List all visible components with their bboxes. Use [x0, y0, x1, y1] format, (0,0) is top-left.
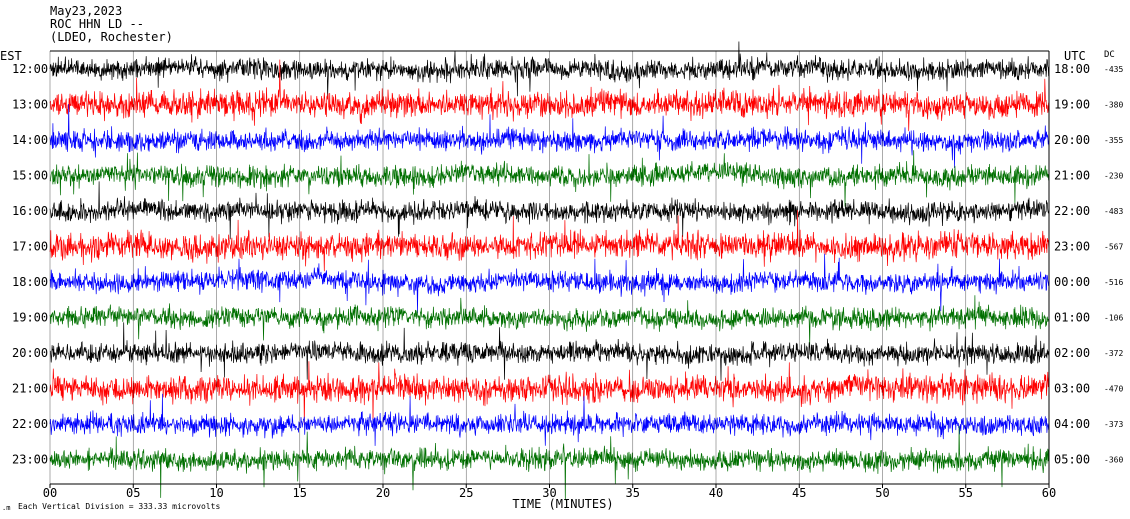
- x-tick-label: 55: [959, 486, 973, 500]
- x-tick-label: 05: [126, 486, 140, 500]
- dc-offset-label: -106: [1104, 314, 1123, 323]
- x-tick-label: 45: [792, 486, 806, 500]
- est-time-label: 23:00: [12, 453, 48, 467]
- footer-corner-mark: .m: [2, 504, 10, 512]
- station-location: (LDEO, Rochester): [50, 30, 173, 44]
- plot-date: May23,2023: [50, 4, 123, 18]
- utc-time-label: 21:00: [1054, 169, 1090, 183]
- footer-division-note: Each Vertical Division = 333.33 microvol…: [18, 502, 220, 511]
- est-time-label: 12:00: [12, 62, 48, 76]
- dc-offset-label: -355: [1104, 136, 1123, 145]
- x-tick-label: 00: [43, 486, 57, 500]
- x-tick-label: 40: [709, 486, 723, 500]
- est-time-label: 20:00: [12, 346, 48, 360]
- est-time-label: 19:00: [12, 311, 48, 325]
- dc-offset-label: -483: [1104, 207, 1123, 216]
- x-axis-ticks: 00 05 10 15 20 25 30 35 40 45 50 55 60: [43, 484, 1056, 500]
- x-tick-label: 15: [293, 486, 307, 500]
- est-time-label: 13:00: [12, 98, 48, 112]
- est-time-label: 21:00: [12, 382, 48, 396]
- dc-offset-label: -567: [1104, 243, 1123, 252]
- dc-offset-label: -435: [1104, 65, 1123, 74]
- est-time-label: 17:00: [12, 240, 48, 254]
- dc-offset-labels: -435 -380 -355 -230 -483 -567 -516 -106 -372 -470…: [1104, 65, 1123, 465]
- est-hour-labels: 12:00 13:00 14:00 15:00 16:00 17:00 18:00 19:00…: [12, 62, 48, 467]
- utc-time-label: 05:00: [1054, 453, 1090, 467]
- utc-time-label: 00:00: [1054, 275, 1090, 289]
- utc-time-label: 02:00: [1054, 346, 1090, 360]
- dc-offset-label: -372: [1104, 349, 1123, 358]
- utc-time-label: 18:00: [1054, 62, 1090, 76]
- dc-offset-label: -380: [1104, 101, 1123, 110]
- utc-time-label: 23:00: [1054, 240, 1090, 254]
- utc-time-label: 01:00: [1054, 311, 1090, 325]
- est-time-label: 22:00: [12, 417, 48, 431]
- utc-time-label: 20:00: [1054, 133, 1090, 147]
- x-tick-label: 30: [542, 486, 556, 500]
- utc-time-label: 04:00: [1054, 417, 1090, 431]
- dc-offset-label: -470: [1104, 385, 1123, 394]
- x-axis-title: TIME (MINUTES): [512, 497, 613, 511]
- utc-hour-labels: 18:00 19:00 20:00 21:00 22:00 23:00 00:00 01:00…: [1054, 62, 1090, 467]
- x-tick-label: 35: [626, 486, 640, 500]
- x-tick-label: 50: [875, 486, 889, 500]
- dc-offset-label: -373: [1104, 420, 1123, 429]
- utc-time-label: 03:00: [1054, 382, 1090, 396]
- est-zone-label: EST: [0, 49, 22, 63]
- station-code: ROC HHN LD --: [50, 17, 144, 31]
- dc-offset-label: -360: [1104, 456, 1123, 465]
- est-time-label: 18:00: [12, 275, 48, 289]
- x-tick-label: 20: [376, 486, 390, 500]
- est-time-label: 16:00: [12, 204, 48, 218]
- x-tick-label: 60: [1042, 486, 1056, 500]
- x-tick-label: 10: [209, 486, 223, 500]
- est-time-label: 14:00: [12, 133, 48, 147]
- utc-time-label: 19:00: [1054, 98, 1090, 112]
- utc-zone-label: UTC: [1064, 49, 1086, 63]
- x-tick-label: 25: [459, 486, 473, 500]
- est-time-label: 15:00: [12, 169, 48, 183]
- dc-header-label: DC: [1104, 50, 1115, 60]
- utc-time-label: 22:00: [1054, 204, 1090, 218]
- dc-offset-label: -516: [1104, 278, 1123, 287]
- plot-frame: [49, 50, 1050, 485]
- dc-offset-label: -230: [1104, 172, 1123, 181]
